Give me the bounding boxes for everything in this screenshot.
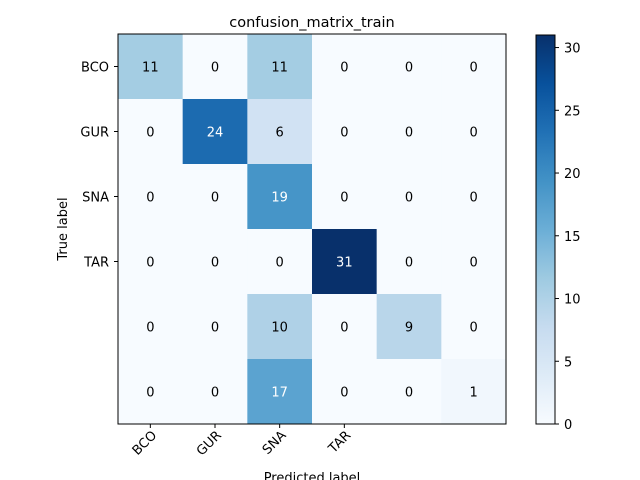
heatmap-cell <box>182 34 248 100</box>
heatmap-cell <box>441 99 507 165</box>
cell-value-label: 0 <box>340 126 348 141</box>
x-axis-ticks: BCO GUR SNA TAR <box>130 424 354 459</box>
heatmap-cell <box>118 99 184 165</box>
cell-value-label: 0 <box>470 61 478 76</box>
heatmap-cell <box>247 99 313 165</box>
cell-value-label: 6 <box>276 126 284 141</box>
y-tick-label: SNA <box>82 191 109 206</box>
heatmap-cell <box>118 359 184 425</box>
colorbar-tick-label: 10 <box>564 293 581 308</box>
cell-value-label: 19 <box>271 191 288 206</box>
cell-value-label: 0 <box>405 386 413 401</box>
heatmap-cell <box>441 359 507 425</box>
cell-value-label: 0 <box>340 321 348 336</box>
heatmap-cell <box>312 164 378 230</box>
heatmap-cell <box>118 34 184 100</box>
heatmap-cells <box>118 34 507 425</box>
cell-value-label: 0 <box>211 386 219 401</box>
heatmap-cell <box>376 229 442 295</box>
colorbar-tick-label: 0 <box>564 418 572 433</box>
heatmap-cell <box>441 164 507 230</box>
heatmap-cell <box>312 359 378 425</box>
cell-value-label: 0 <box>146 126 154 141</box>
cell-value-label: 0 <box>405 191 413 206</box>
heatmap-cell <box>312 99 378 165</box>
x-tick-label: SNA <box>260 428 290 458</box>
cell-value-label: 0 <box>470 126 478 141</box>
cell-value-label: 11 <box>271 61 288 76</box>
cell-value-label: 0 <box>405 256 413 271</box>
cell-value-label: 0 <box>340 386 348 401</box>
y-tick-label: TAR <box>83 256 109 271</box>
cell-value-label: 0 <box>470 191 478 206</box>
heatmap-cell <box>182 164 248 230</box>
cell-value-label: 0 <box>276 256 284 271</box>
cell-value-label: 24 <box>207 126 224 141</box>
cell-value-label: 0 <box>146 256 154 271</box>
y-tick-label: BCO <box>81 61 109 76</box>
heatmap-cell <box>441 34 507 100</box>
heatmap-cell <box>247 294 313 360</box>
y-axis-ticks: BCO GUR SNA TAR <box>80 61 118 271</box>
plot-frame <box>117 33 507 425</box>
colorbar-tick-label: 5 <box>564 355 572 370</box>
chart-title: confusion_matrix_train <box>229 15 395 31</box>
heatmap-cell <box>376 359 442 425</box>
cell-value-label: 0 <box>340 191 348 206</box>
x-tick-label: TAR <box>325 428 354 457</box>
heatmap-cell <box>247 359 313 425</box>
heatmap-cell <box>247 34 313 100</box>
cell-value-label: 10 <box>271 321 288 336</box>
cell-value-label: 31 <box>336 256 353 271</box>
colorbar-tick-label: 30 <box>564 42 581 57</box>
cell-value-label: 0 <box>405 126 413 141</box>
heatmap-cell <box>182 99 248 165</box>
heatmap-cell <box>376 34 442 100</box>
cell-value-label: 1 <box>470 386 478 401</box>
colorbar-ticks: 0 5 10 15 20 25 30 <box>555 42 581 433</box>
cell-value-label: 11 <box>142 61 159 76</box>
cell-value-label: 17 <box>271 386 288 401</box>
heatmap-cell <box>247 164 313 230</box>
cell-value-labels: 11 0 11 0 0 00 24 6 0 0 00 0 19 0 0 00 0 0 31 0 00 0 10 0 9 00 0 17… <box>142 61 478 401</box>
heatmap-cell <box>118 294 184 360</box>
x-axis-label: Predicted label <box>264 471 361 480</box>
heatmap-cell <box>312 229 378 295</box>
heatmap-cell <box>182 229 248 295</box>
heatmap-cell <box>376 164 442 230</box>
heatmap-cell <box>118 229 184 295</box>
heatmap-cell <box>312 294 378 360</box>
heatmap-cell <box>312 34 378 100</box>
cell-value-label: 0 <box>211 191 219 206</box>
cell-value-label: 0 <box>405 61 413 76</box>
cell-value-label: 0 <box>146 386 154 401</box>
colorbar-tick-label: 25 <box>564 104 581 119</box>
heatmap-cell <box>376 99 442 165</box>
colorbar-tick-label: 20 <box>564 167 581 182</box>
cell-value-label: 0 <box>146 321 154 336</box>
heatmap-cell <box>182 294 248 360</box>
cell-value-label: 0 <box>470 256 478 271</box>
y-axis-label: True label <box>56 197 71 261</box>
x-tick-label: GUR <box>194 428 225 459</box>
cell-value-label: 0 <box>211 61 219 76</box>
heatmap-cell <box>441 294 507 360</box>
x-tick-label: BCO <box>130 428 160 458</box>
colorbar <box>535 34 556 425</box>
heatmap-cell <box>247 229 313 295</box>
cell-value-label: 0 <box>146 191 154 206</box>
heatmap-cell <box>182 359 248 425</box>
colorbar-tick-label: 15 <box>564 230 581 245</box>
cell-value-label: 9 <box>405 321 413 336</box>
cell-value-label: 0 <box>340 61 348 76</box>
heatmap-cell <box>441 229 507 295</box>
cell-value-label: 0 <box>211 256 219 271</box>
cell-value-label: 0 <box>211 321 219 336</box>
cell-value-label: 0 <box>470 321 478 336</box>
heatmap-cell <box>376 294 442 360</box>
y-tick-label: GUR <box>80 126 109 141</box>
heatmap-cell <box>118 164 184 230</box>
